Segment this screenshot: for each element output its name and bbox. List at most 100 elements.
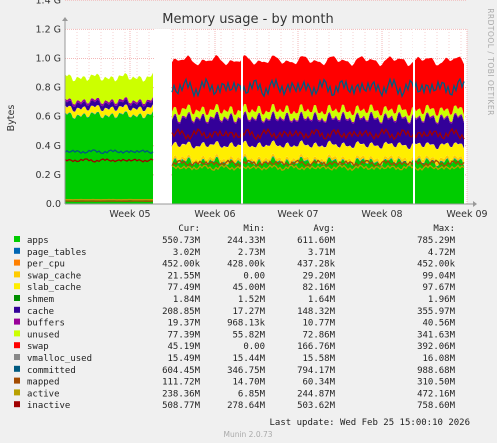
line-inactive	[64, 158, 154, 163]
legend-value: 15.44M	[232, 354, 265, 364]
legend-value: 10.77M	[302, 319, 335, 329]
line-mapped	[171, 159, 465, 168]
legend-swatch-cache	[14, 306, 20, 313]
legend-value: 148.32M	[297, 307, 336, 317]
x-axis-arrow	[473, 201, 477, 207]
y-tick-label: 0.2 G	[36, 170, 62, 181]
legend-value: 45.19M	[167, 342, 200, 352]
legend-value: 244.33M	[227, 236, 266, 246]
legend-value: 82.16M	[302, 283, 335, 293]
munin-version: Munin 2.0.73	[223, 430, 272, 439]
legend-value: 611.60M	[297, 236, 336, 246]
legend-swatch-slab-cache	[14, 283, 20, 290]
legend-swatch-unused	[14, 330, 20, 337]
legend-label-buffers: buffers	[27, 319, 65, 329]
legend-swatch-per-cpu	[14, 259, 20, 266]
line-active	[171, 164, 465, 172]
line-committed	[171, 77, 465, 99]
legend-value: 1.84M	[173, 295, 201, 305]
legend-value: 550.73M	[162, 236, 201, 246]
legend-swatch-page-tables	[14, 247, 20, 254]
legend-value: 437.28k	[297, 260, 336, 270]
x-tick-label: Week 09	[446, 209, 487, 220]
x-tick-label: Week 07	[277, 209, 318, 220]
legend-label-cache: cache	[27, 307, 54, 317]
y-tick-label: 0.0	[46, 199, 61, 210]
x-tick-label: Week 08	[361, 209, 402, 220]
legend-value: 77.49M	[167, 283, 200, 293]
legend-swatch-vmalloc-used	[14, 354, 20, 360]
legend-value: 968.13k	[227, 319, 266, 329]
legend-header: Min:	[243, 224, 265, 234]
x-tick-label: Week 06	[194, 209, 235, 220]
legend-value: 16.08M	[422, 354, 455, 364]
legend-value: 208.85M	[162, 307, 201, 317]
legend-label-per-cpu: per_cpu	[27, 260, 65, 270]
area-unused	[172, 104, 464, 123]
legend-value: 15.49M	[167, 354, 200, 364]
legend-value: 238.36M	[162, 389, 201, 399]
legend-value: 45.00M	[232, 283, 265, 293]
data-gap	[413, 29, 415, 204]
chart-title: Memory usage - by month	[162, 12, 333, 27]
legend-value: 1.64M	[308, 295, 336, 305]
y-tick-label: 1.2 G	[36, 24, 62, 35]
legend-value: 60.34M	[302, 378, 335, 388]
legend-value: 988.68M	[417, 366, 456, 376]
legend-value: 346.75M	[227, 366, 266, 376]
legend-value: 19.37M	[167, 319, 200, 329]
legend-value: 40.56M	[422, 319, 455, 329]
legend-value: 1.96M	[428, 295, 456, 305]
legend-swatch-shmem	[14, 295, 20, 301]
line-committed	[64, 149, 154, 155]
legend-swatch-apps	[14, 236, 20, 242]
area-slab-cache	[65, 104, 153, 119]
legend-value: 99.04M	[422, 271, 455, 281]
legend-swatch-mapped	[14, 377, 20, 384]
legend-label-active: active	[27, 389, 60, 399]
legend-value: 4.72M	[428, 248, 456, 258]
area-slab-cache	[172, 140, 464, 163]
legend-value: 2.73M	[238, 248, 266, 258]
legend-swatch-active	[14, 389, 20, 396]
area-buffers	[65, 96, 153, 107]
y-tick-label: 0.4 G	[36, 141, 62, 152]
legend-value: 428.00k	[227, 260, 266, 270]
legend-value: 310.50M	[417, 378, 456, 388]
y-axis-label: Bytes	[6, 105, 17, 132]
legend-swatch-swap	[14, 342, 20, 349]
legend-value: 392.06M	[417, 342, 456, 352]
legend-value: 244.87M	[297, 389, 336, 399]
legend-label-unused: unused	[27, 330, 60, 340]
area-page-tables	[172, 156, 464, 167]
legend-label-committed: committed	[27, 366, 76, 376]
legend-value: 77.39M	[167, 330, 200, 340]
legend-value: 72.86M	[302, 330, 335, 340]
legend-label-vmalloc-used: vmalloc_used	[27, 354, 92, 364]
legend-swatch-committed	[14, 365, 20, 372]
legend-swatch-buffers	[14, 318, 20, 325]
legend-swatch-inactive	[14, 401, 20, 408]
y-tick-label: 0.8 G	[36, 83, 62, 94]
legend-value: 278.64M	[227, 401, 266, 411]
legend-label-page-tables: page_tables	[27, 248, 87, 258]
legend-header: Cur:	[178, 224, 200, 234]
legend-label-swap: swap	[27, 342, 49, 352]
legend-value: 604.45M	[162, 366, 201, 376]
legend-header: Max:	[433, 224, 455, 234]
legend-value: 3.02M	[173, 248, 201, 258]
area-page-tables	[65, 110, 153, 119]
x-tick-label: Week 05	[109, 209, 150, 220]
legend-value: 355.97M	[417, 307, 456, 317]
data-gap	[154, 29, 171, 204]
legend-value: 785.29M	[417, 236, 456, 246]
legend-swatch-swap-cache	[14, 271, 20, 278]
legend-value: 97.67M	[422, 283, 455, 293]
legend-label-shmem: shmem	[27, 295, 54, 305]
legend-value: 14.70M	[232, 378, 265, 388]
legend-value: 0.00	[243, 342, 265, 352]
legend-value: 341.63M	[417, 330, 456, 340]
legend-value: 758.60M	[417, 401, 456, 411]
y-tick-label: 0.6 G	[36, 112, 62, 123]
